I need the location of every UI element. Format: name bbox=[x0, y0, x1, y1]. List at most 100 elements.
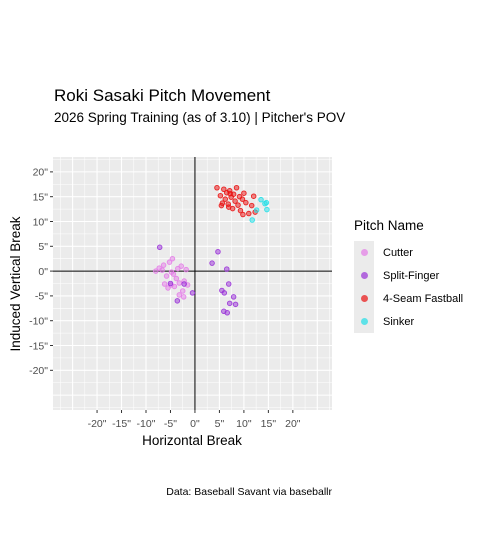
legend: Pitch Name Cutter Split-Finger 4-Seam Fast… bbox=[354, 218, 463, 333]
y-tick-label: -20" bbox=[29, 365, 48, 377]
point-4-seam-fastball bbox=[235, 202, 241, 208]
point-split-finger bbox=[224, 310, 231, 316]
point-cutter bbox=[173, 275, 180, 282]
point-cutter bbox=[153, 268, 159, 274]
legend-items: Cutter Split-Finger 4-Seam Fastball Sinker bbox=[354, 241, 463, 333]
x-axis-title: Horizontal Break bbox=[142, 433, 242, 448]
point-sinker bbox=[249, 217, 255, 223]
point-cutter bbox=[163, 273, 170, 279]
point-split-finger bbox=[156, 244, 163, 251]
point-4-seam-fastball bbox=[248, 202, 255, 209]
y-tick-label: 0" bbox=[38, 266, 48, 278]
legend-swatch bbox=[360, 272, 368, 279]
point-split-finger bbox=[209, 260, 215, 266]
point-cutter bbox=[160, 262, 167, 268]
point-4-seam-fastball bbox=[221, 186, 227, 192]
point-cutter bbox=[176, 292, 183, 298]
chart-subtitle: 2026 Spring Training (as of 3.10) | Pitc… bbox=[54, 110, 346, 125]
point-split-finger bbox=[232, 301, 239, 308]
x-tick-label: 15" bbox=[261, 418, 277, 430]
point-4-seam-fastball bbox=[222, 196, 229, 202]
y-tick-label: 10" bbox=[33, 216, 49, 228]
point-split-finger bbox=[174, 298, 181, 304]
legend-swatch bbox=[360, 318, 368, 325]
point-cutter bbox=[168, 269, 175, 275]
x-axis-ticks: -20" -15" -10" -5" 0" 5" 10" 15" 20" bbox=[88, 410, 301, 430]
x-tick-label: 5" bbox=[215, 418, 225, 430]
point-4-seam-fastball bbox=[237, 207, 244, 214]
y-tick-label: -10" bbox=[29, 316, 48, 328]
point-split-finger bbox=[215, 249, 221, 255]
x-tick-label: 20" bbox=[285, 418, 301, 430]
point-split-finger bbox=[224, 266, 230, 272]
point-split-finger bbox=[167, 280, 174, 287]
x-tick-label: -10" bbox=[137, 418, 156, 430]
chart-title: Roki Sasaki Pitch Movement bbox=[54, 86, 271, 105]
legend-swatch bbox=[360, 249, 368, 256]
x-tick-label: -5" bbox=[164, 418, 177, 430]
point-split-finger bbox=[189, 290, 196, 296]
point-4-seam-fastball bbox=[217, 192, 224, 199]
point-4-seam-fastball bbox=[246, 210, 252, 217]
point-cutter bbox=[179, 288, 186, 294]
data-points bbox=[153, 185, 270, 316]
point-cutter bbox=[176, 280, 183, 286]
y-tick-label: 15" bbox=[33, 191, 49, 203]
legend-key bbox=[354, 264, 374, 287]
legend-label: Cutter bbox=[383, 246, 413, 259]
point-cutter bbox=[169, 255, 176, 262]
legend-label: 4-Seam Fastball bbox=[383, 292, 464, 305]
y-axis-title: Induced Vertical Break bbox=[8, 216, 23, 351]
point-4-seam-fastball bbox=[243, 199, 249, 206]
point-4-seam-fastball bbox=[233, 185, 240, 191]
point-split-finger bbox=[226, 300, 233, 307]
point-cutter bbox=[178, 263, 184, 269]
point-4-seam-fastball bbox=[225, 204, 232, 210]
y-tick-label: -15" bbox=[29, 340, 48, 352]
point-cutter bbox=[161, 281, 168, 287]
point-sinker bbox=[263, 199, 270, 206]
point-cutter bbox=[180, 294, 187, 300]
point-split-finger bbox=[225, 281, 232, 287]
point-4-seam-fastball bbox=[240, 211, 246, 218]
point-4-seam-fastball bbox=[218, 202, 225, 209]
point-4-seam-fastball bbox=[239, 196, 246, 202]
point-4-seam-fastball bbox=[214, 185, 220, 191]
x-tick-label: 0" bbox=[190, 418, 200, 430]
legend-label: Sinker bbox=[383, 315, 415, 328]
x-tick-label: 10" bbox=[236, 418, 252, 430]
legend-item-4-seam-fastball: 4-Seam Fastball bbox=[354, 287, 463, 310]
x-tick-label: -15" bbox=[112, 418, 131, 430]
point-cutter bbox=[159, 267, 165, 273]
y-axis-ticks: -20" -15" -10" -5" 0" 5" 10" 15" 20" bbox=[29, 167, 53, 377]
legend-key bbox=[354, 241, 374, 264]
point-sinker bbox=[258, 196, 264, 203]
point-cutter bbox=[183, 266, 189, 273]
point-4-seam-fastball bbox=[232, 198, 238, 204]
point-sinker bbox=[253, 207, 260, 213]
legend-item-cutter: Cutter bbox=[354, 241, 463, 264]
chart-caption: Data: Baseball Savant via baseballr bbox=[166, 486, 332, 498]
point-split-finger bbox=[181, 281, 187, 287]
y-tick-label: 5" bbox=[38, 241, 48, 253]
point-cutter bbox=[171, 283, 178, 290]
point-split-finger bbox=[221, 290, 228, 296]
y-tick-label: 20" bbox=[33, 167, 49, 179]
point-4-seam-fastball bbox=[227, 190, 233, 197]
grid-lines bbox=[53, 157, 332, 410]
x-tick-label: -20" bbox=[88, 418, 107, 430]
legend-swatch bbox=[360, 295, 368, 302]
legend-key bbox=[354, 310, 374, 333]
legend-item-split-finger: Split-Finger bbox=[354, 264, 463, 287]
legend-label: Split-Finger bbox=[383, 269, 440, 282]
point-split-finger bbox=[230, 294, 237, 300]
zero-lines bbox=[53, 157, 332, 410]
point-4-seam-fastball bbox=[250, 193, 257, 199]
legend-title: Pitch Name bbox=[354, 218, 424, 233]
point-4-seam-fastball bbox=[241, 190, 247, 196]
legend-item-sinker: Sinker bbox=[354, 310, 463, 333]
point-cutter bbox=[166, 259, 173, 265]
y-tick-label: -5" bbox=[35, 291, 48, 303]
point-sinker bbox=[264, 206, 270, 213]
